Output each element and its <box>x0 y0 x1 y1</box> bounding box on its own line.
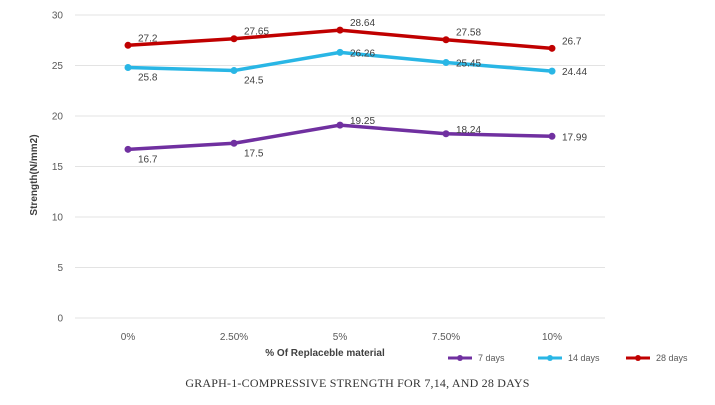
data-label: 24.44 <box>562 67 587 78</box>
legend-marker <box>547 355 553 361</box>
y-axis-title: Strength(N/mm2) <box>29 134 40 215</box>
figure-caption: GRAPH-1-COMPRESSIVE STRENGTH FOR 7,14, A… <box>185 376 530 390</box>
legend-label: 7 days <box>478 353 505 363</box>
data-point <box>124 41 132 49</box>
y-tick-label: 5 <box>57 263 63 274</box>
data-point <box>230 35 238 43</box>
data-point <box>336 48 344 56</box>
data-point <box>442 58 450 66</box>
data-label: 26.26 <box>350 48 375 59</box>
data-labels: 16.7 17.5 19.25 18.24 17.99 25.8 24.5 26.26 25.4… <box>138 18 587 165</box>
data-label: 25.8 <box>138 73 158 84</box>
x-axis-title: % Of Replaceble material <box>265 348 385 359</box>
data-label: 17.5 <box>244 148 264 159</box>
data-point <box>548 67 556 75</box>
legend-marker <box>457 355 463 361</box>
data-point <box>442 36 450 44</box>
data-point <box>548 132 556 140</box>
y-tick-label: 15 <box>52 162 64 173</box>
data-point <box>230 67 238 75</box>
legend-marker <box>635 355 641 361</box>
data-point <box>124 145 132 153</box>
legend-label: 14 days <box>568 353 600 363</box>
x-tick-label: 7.50% <box>432 332 460 343</box>
gridlines <box>75 14 605 319</box>
data-label: 28.64 <box>350 18 375 29</box>
data-label: 18.24 <box>456 125 481 136</box>
data-point <box>548 44 556 52</box>
data-label: 17.99 <box>562 132 587 143</box>
x-tick-label: 2.50% <box>220 332 248 343</box>
y-tick-label: 30 <box>52 11 64 22</box>
data-label: 26.7 <box>562 36 582 47</box>
y-tick-label: 20 <box>52 112 64 123</box>
y-tick-label: 0 <box>57 314 63 325</box>
x-axis-ticks: 0% 2.50% 5% 7.50% 10% <box>121 332 562 343</box>
legend: 7 days 14 days 28 days <box>448 353 688 363</box>
y-tick-label: 25 <box>52 61 64 72</box>
data-point <box>336 121 344 129</box>
data-point <box>336 26 344 34</box>
data-label: 19.25 <box>350 116 375 127</box>
x-tick-label: 10% <box>542 332 562 343</box>
legend-label: 28 days <box>656 353 688 363</box>
y-tick-label: 10 <box>52 213 64 224</box>
x-tick-label: 5% <box>333 332 348 343</box>
data-label: 16.7 <box>138 154 158 165</box>
x-tick-label: 0% <box>121 332 136 343</box>
data-point <box>124 64 132 72</box>
series-group <box>124 26 556 153</box>
data-label: 24.5 <box>244 76 264 87</box>
data-point <box>442 130 450 138</box>
data-point <box>230 139 238 147</box>
y-axis-ticks: 0 5 10 15 20 25 30 <box>52 11 64 325</box>
data-label: 25.45 <box>456 58 481 69</box>
series-line <box>126 123 554 152</box>
data-label: 27.2 <box>138 33 158 44</box>
data-label: 27.58 <box>456 28 481 39</box>
data-label: 27.65 <box>244 27 269 38</box>
